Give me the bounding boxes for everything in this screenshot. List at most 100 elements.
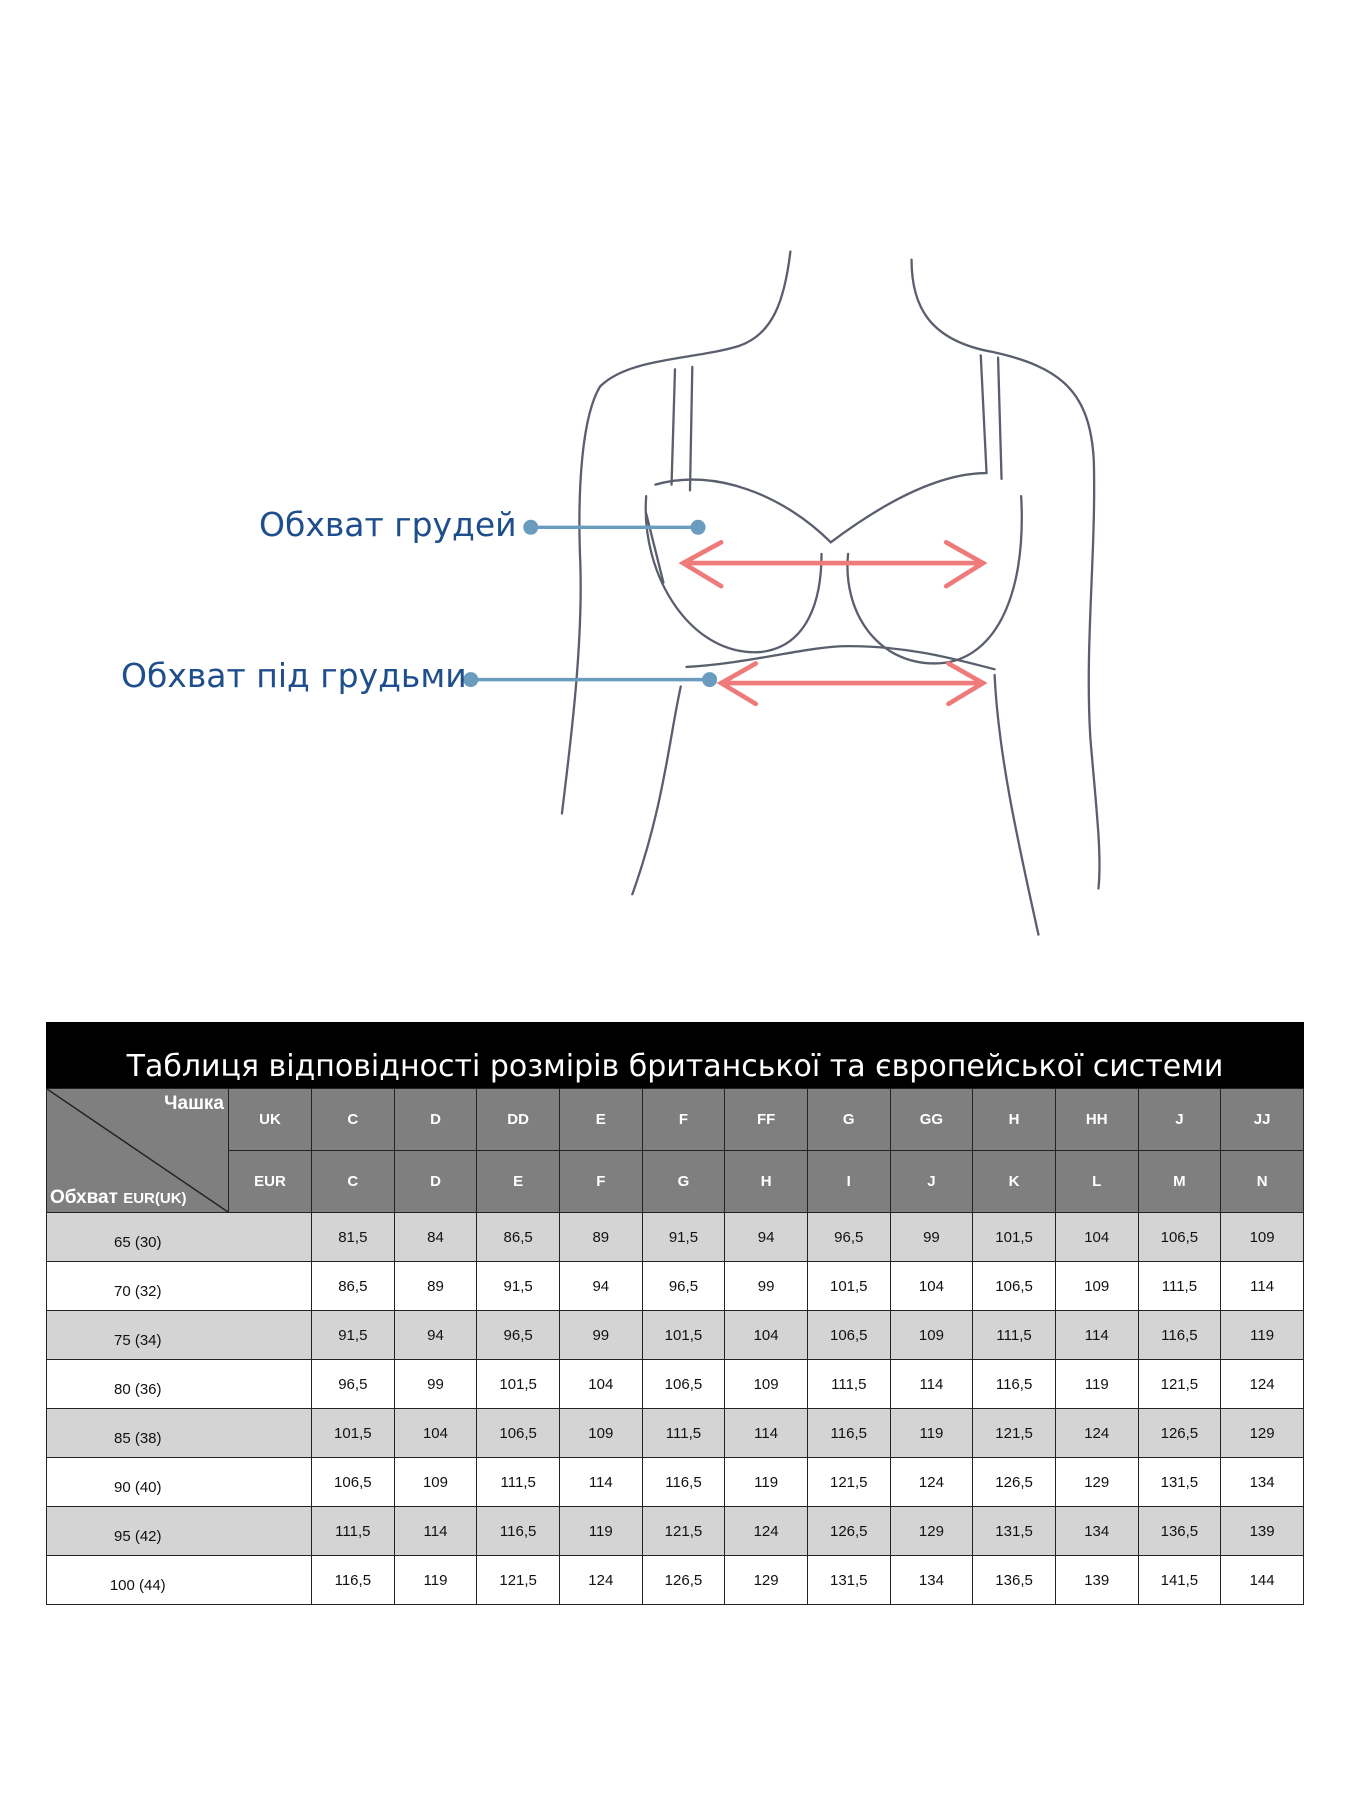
table-row: 75 (34) 91,5 94 96,5 99 101,5 104 106,5 109 111,5… xyxy=(46,1310,1304,1360)
eur-cup-header: L xyxy=(1054,1150,1139,1213)
table-row: 90 (40) 106,5 109 111,5 114 116,5 119 121,5 124 1… xyxy=(46,1457,1304,1507)
eur-cup-header: N xyxy=(1220,1150,1304,1213)
bust-value-cell: 131,5 xyxy=(972,1506,1056,1556)
bust-value-cell: 131,5 xyxy=(1137,1457,1222,1507)
eur-cup-header: J xyxy=(889,1150,974,1213)
bust-value-cell: 106,5 xyxy=(806,1310,891,1360)
girth-unit: EUR(UK) xyxy=(123,1190,187,1207)
bust-value-cell: 136,5 xyxy=(972,1555,1056,1605)
uk-label: UK xyxy=(228,1088,312,1151)
bust-value-cell: 104 xyxy=(558,1359,643,1409)
uk-cup-header: J xyxy=(1137,1088,1222,1151)
bust-value-cell: 96,5 xyxy=(806,1212,891,1262)
bust-value-cell: 129 xyxy=(1220,1408,1304,1458)
bust-value-cell: 139 xyxy=(1054,1555,1139,1605)
bust-value-cell: 109 xyxy=(1220,1212,1304,1262)
bust-value-cell: 109 xyxy=(1054,1261,1139,1311)
bust-value-cell: 116,5 xyxy=(806,1408,891,1458)
bust-value-cell: 134 xyxy=(1220,1457,1304,1507)
bust-value-cell: 141,5 xyxy=(1137,1555,1222,1605)
bust-value-cell: 114 xyxy=(558,1457,643,1507)
bust-value-cell: 124 xyxy=(724,1506,808,1556)
bust-value-cell: 114 xyxy=(393,1506,478,1556)
uk-cup-header: JJ xyxy=(1220,1088,1304,1151)
bust-value-cell: 144 xyxy=(1220,1555,1304,1605)
row-blank xyxy=(228,1506,312,1556)
uk-cup-header: GG xyxy=(889,1088,974,1151)
bust-value-cell: 101,5 xyxy=(476,1359,560,1409)
bust-value-cell: 129 xyxy=(889,1506,974,1556)
bust-value-cell: 104 xyxy=(1054,1212,1139,1262)
bust-value-cell: 106,5 xyxy=(311,1457,395,1507)
bust-value-cell: 131,5 xyxy=(806,1555,891,1605)
bust-value-cell: 106,5 xyxy=(1137,1212,1222,1262)
underbust-girth-label: Обхват під грудьми xyxy=(121,656,467,695)
row-girth: 90 (40) xyxy=(46,1457,229,1507)
row-blank xyxy=(228,1359,312,1409)
eur-cup-header: C xyxy=(311,1150,395,1213)
bust-value-cell: 114 xyxy=(1220,1261,1304,1311)
table-title: Таблиця відповідності розмірів британськ… xyxy=(46,1022,1304,1088)
bust-value-cell: 126,5 xyxy=(641,1555,726,1605)
bust-value-cell: 126,5 xyxy=(972,1457,1056,1507)
bust-value-cell: 124 xyxy=(558,1555,643,1605)
bust-value-cell: 109 xyxy=(393,1457,478,1507)
bust-value-cell: 94 xyxy=(393,1310,478,1360)
bust-value-cell: 114 xyxy=(889,1359,974,1409)
bust-value-cell: 101,5 xyxy=(311,1408,395,1458)
bust-value-cell: 129 xyxy=(1054,1457,1139,1507)
measurement-arrows xyxy=(678,540,988,707)
table-row: 85 (38) 101,5 104 106,5 109 111,5 114 116,5 119 1… xyxy=(46,1408,1304,1458)
bust-value-cell: 114 xyxy=(724,1408,808,1458)
eur-cup-header: K xyxy=(972,1150,1056,1213)
eur-cup-header: D xyxy=(393,1150,478,1213)
bust-value-cell: 94 xyxy=(558,1261,643,1311)
bust-value-cell: 91,5 xyxy=(476,1261,560,1311)
eur-cup-header: F xyxy=(558,1150,643,1213)
bust-value-cell: 91,5 xyxy=(311,1310,395,1360)
bust-value-cell: 121,5 xyxy=(476,1555,560,1605)
bust-value-cell: 116,5 xyxy=(641,1457,726,1507)
bust-value-cell: 101,5 xyxy=(641,1310,726,1360)
bust-value-cell: 104 xyxy=(393,1408,478,1458)
row-girth: 70 (32) xyxy=(46,1261,229,1311)
bust-value-cell: 129 xyxy=(724,1555,808,1605)
bust-value-cell: 104 xyxy=(724,1310,808,1360)
row-blank xyxy=(228,1310,312,1360)
uk-cup-header: G xyxy=(806,1088,891,1151)
eur-cup-header: I xyxy=(806,1150,891,1213)
bust-value-cell: 106,5 xyxy=(641,1359,726,1409)
row-blank xyxy=(228,1261,312,1311)
bust-value-cell: 119 xyxy=(1220,1310,1304,1360)
uk-cup-row: Чашка Обхват EUR(UK) UK C D DD E F FF G GG H HH J J… xyxy=(46,1088,1304,1213)
bust-value-cell: 119 xyxy=(889,1408,974,1458)
bust-value-cell: 136,5 xyxy=(1137,1506,1222,1556)
bust-value-cell: 101,5 xyxy=(806,1261,891,1311)
row-girth: 85 (38) xyxy=(46,1408,229,1458)
bust-value-cell: 111,5 xyxy=(1137,1261,1222,1311)
bust-value-cell: 119 xyxy=(558,1506,643,1556)
row-girth: 95 (42) xyxy=(46,1506,229,1556)
table-row: 70 (32) 86,5 89 91,5 94 96,5 99 101,5 104 106,5 10… xyxy=(46,1261,1304,1311)
row-girth: 65 (30) xyxy=(46,1212,229,1262)
torso-outline xyxy=(560,250,1101,936)
bust-value-cell: 104 xyxy=(889,1261,974,1311)
bust-value-cell: 99 xyxy=(558,1310,643,1360)
bust-value-cell: 124 xyxy=(1220,1359,1304,1409)
bust-value-cell: 99 xyxy=(393,1359,478,1409)
pointer-lines xyxy=(463,519,718,688)
size-conversion-table: Таблиця відповідності розмірів британськ… xyxy=(46,1022,1304,1605)
bust-value-cell: 111,5 xyxy=(311,1506,395,1556)
bust-value-cell: 111,5 xyxy=(476,1457,560,1507)
bust-value-cell: 121,5 xyxy=(641,1506,726,1556)
bust-value-cell: 106,5 xyxy=(972,1261,1056,1311)
girth-label: Обхват EUR(UK) xyxy=(50,1187,187,1209)
cup-label: Чашка xyxy=(164,1093,224,1114)
bust-value-cell: 121,5 xyxy=(1137,1359,1222,1409)
bust-value-cell: 86,5 xyxy=(476,1212,560,1262)
eur-cup-header: M xyxy=(1137,1150,1222,1213)
bust-value-cell: 124 xyxy=(889,1457,974,1507)
row-blank xyxy=(228,1212,312,1262)
bust-value-cell: 134 xyxy=(889,1555,974,1605)
